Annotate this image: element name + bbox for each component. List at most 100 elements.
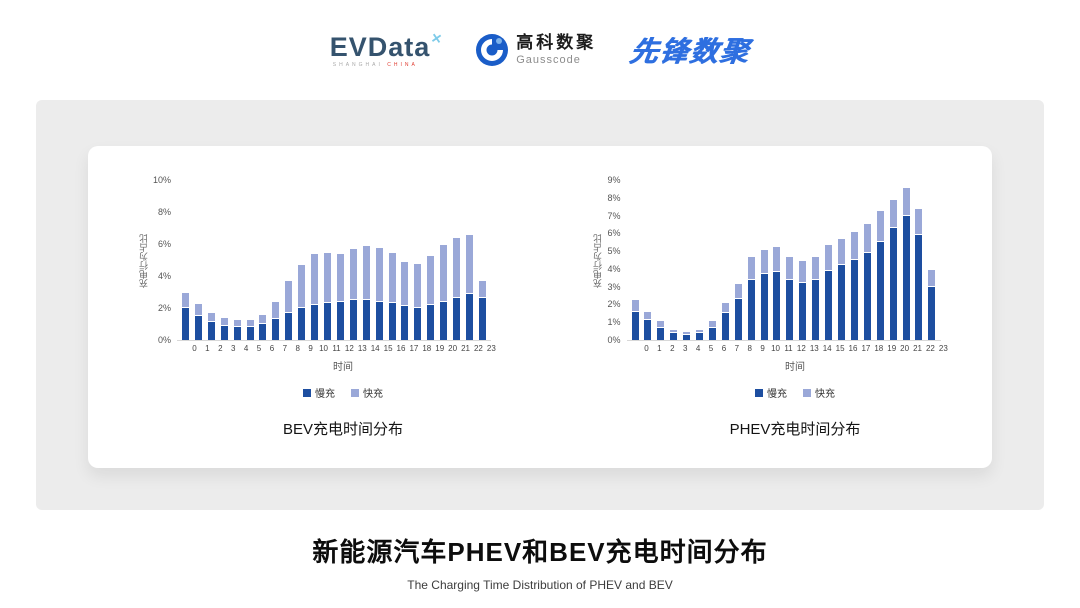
bar-segment-fast — [349, 249, 357, 299]
stacked-bar — [207, 313, 215, 340]
bar-slot — [283, 281, 294, 340]
stacked-bar — [734, 283, 742, 340]
bar-segment-fast — [233, 319, 241, 327]
stacked-bar — [683, 331, 691, 340]
bar-slot — [784, 257, 795, 340]
x-axis-label: 时间 — [333, 362, 353, 373]
bar-segment-slow — [220, 325, 228, 340]
bar-segment-fast — [812, 257, 820, 279]
bar-slot — [681, 331, 692, 340]
bar-segment-fast — [850, 232, 858, 259]
stacked-bar — [246, 319, 254, 340]
x-tick-label: 2 — [218, 344, 223, 353]
bar-segment-fast — [220, 318, 228, 325]
y-tick-label: 4% — [607, 263, 621, 274]
stacked-bar — [799, 260, 807, 340]
x-tick-label: 23 — [486, 344, 496, 353]
x-tick-label: 11 — [332, 344, 341, 353]
bar-segment-fast — [194, 303, 202, 315]
bar-segment-fast — [285, 281, 293, 312]
bar-slot — [771, 246, 782, 340]
bar-segment-slow — [246, 327, 254, 340]
legend-label-slow: 慢充 — [315, 389, 335, 400]
bar-segment-fast — [657, 321, 665, 327]
bar-segment-fast — [182, 292, 189, 307]
bar-segment-slow — [670, 332, 678, 340]
bar-segment-fast — [863, 223, 871, 252]
bar-segment-slow — [194, 316, 202, 340]
x-tick-label: 8 — [295, 344, 300, 353]
bar-slot — [862, 223, 873, 340]
stacked-bar — [644, 312, 652, 340]
evdata-sub-left: SHANGHAI — [332, 61, 383, 68]
bar-segment-slow — [311, 304, 319, 340]
bar-slot — [245, 319, 256, 340]
bar-slot — [270, 302, 281, 340]
bar-segment-fast — [453, 238, 461, 298]
plot-area-phev — [626, 181, 941, 341]
charts-card: 充电行为占比 10% 8% 6% 4% 2% 0% 0 1 2 3 4 5 6 7 8 9 10 11 12 13 1… — [88, 146, 992, 468]
y-tick-label: 8% — [157, 207, 171, 217]
bar-slot — [746, 257, 757, 340]
bar-slot — [219, 318, 230, 340]
x-tick-label: 17 — [861, 344, 871, 353]
x-tick-label: 7 — [282, 344, 288, 353]
bar-segment-slow — [207, 322, 215, 340]
bar-slot — [836, 239, 847, 340]
stacked-bar — [453, 238, 461, 340]
x-tick-label: 10 — [319, 344, 329, 353]
legend-item-fast: 快充 — [351, 385, 383, 400]
x-tick-label: 14 — [370, 344, 380, 353]
x-tick-label: 20 — [448, 344, 458, 353]
bar-slot — [335, 254, 346, 340]
x-tick-label: 6 — [721, 344, 727, 353]
bar-segment-slow — [427, 304, 435, 340]
bar-segment-slow — [721, 313, 729, 340]
bar-segment-fast — [644, 312, 652, 320]
evdata-logo-subtext: SHANGHAI CHINA — [333, 62, 418, 68]
y-tick-label: 2% — [157, 303, 171, 313]
bar-segment-slow — [375, 301, 383, 340]
bar-segment-fast — [734, 283, 742, 299]
bar-slot — [322, 252, 333, 340]
bar-segment-slow — [696, 332, 704, 340]
y-tick-label: 1% — [607, 317, 621, 328]
bar-segment-fast — [928, 269, 936, 286]
stacked-bar — [773, 246, 781, 340]
bar-slot — [309, 254, 320, 340]
y-tick-label: 4% — [157, 271, 171, 281]
bar-slot — [232, 319, 243, 340]
x-tick-label: 1 — [205, 344, 210, 353]
bar-segment-fast — [440, 244, 448, 301]
stacked-bar — [388, 252, 396, 340]
bar-segment-slow — [414, 308, 422, 340]
x-tick-label: 16 — [396, 344, 406, 353]
bar-slot — [875, 211, 886, 340]
stacked-bar — [657, 321, 665, 340]
bar-slot — [707, 321, 718, 340]
bar-segment-slow — [336, 301, 344, 340]
x-tick-label: 9 — [760, 344, 765, 353]
gausscode-logo-en: Gausscode — [516, 53, 581, 66]
stacked-bar — [670, 330, 678, 340]
bar-segment-fast — [721, 303, 729, 313]
bar-segment-fast — [323, 252, 331, 303]
bar-segment-slow — [786, 279, 794, 340]
main-title: 新能源汽车PHEV和BEV充电时间分布 — [312, 537, 768, 567]
x-tick-label: 13 — [809, 344, 819, 353]
x-tick-label: 1 — [657, 344, 662, 353]
x-tick-label: 15 — [835, 344, 845, 353]
stacked-bar — [194, 303, 202, 340]
stacked-bar — [760, 250, 768, 340]
subtitle: The Charging Time Distribution of PHEV a… — [407, 578, 673, 592]
bar-slot — [348, 249, 359, 340]
stacked-bar — [182, 292, 189, 340]
bar-segment-fast — [799, 260, 807, 283]
bar-segment-fast — [362, 246, 370, 299]
bar-slot — [759, 250, 770, 340]
bar-segment-slow — [708, 327, 716, 340]
x-tick-label: 19 — [887, 344, 897, 353]
y-axis-label: 充电行为占比 — [138, 234, 149, 288]
bar-segment-slow — [876, 242, 884, 340]
bar-segment-slow — [644, 320, 652, 340]
